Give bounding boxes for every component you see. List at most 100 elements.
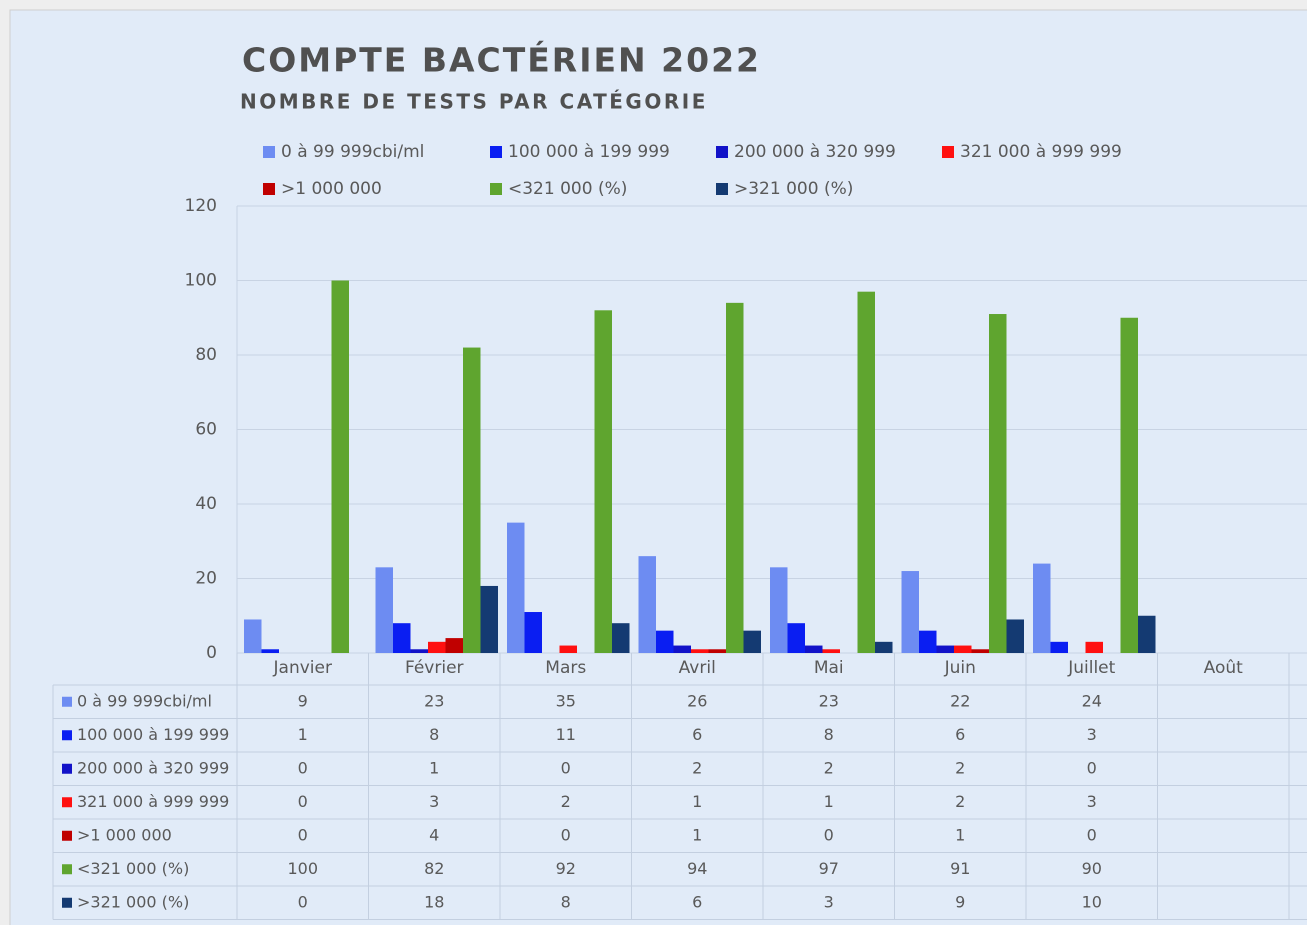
bar [919, 630, 937, 653]
bar [673, 645, 691, 653]
table-cell: 6 [955, 725, 965, 744]
bar [1050, 641, 1068, 653]
bar [875, 641, 893, 653]
table-cell: 11 [556, 725, 576, 744]
bar [480, 585, 498, 653]
table-row-label: <321 000 (%) [77, 859, 189, 878]
table-cell: 1 [429, 758, 439, 777]
bar [393, 623, 411, 653]
bar [507, 522, 525, 653]
table-cell: 3 [1087, 792, 1097, 811]
table-cell: 18 [424, 892, 444, 911]
y-tick-label: 20 [195, 569, 217, 589]
table-cell: 0 [298, 825, 308, 844]
table-cell: 6 [692, 892, 702, 911]
table-cell: 23 [819, 691, 839, 710]
bar [805, 645, 823, 653]
table-cell: 90 [1082, 859, 1102, 878]
table-cell: 4 [429, 825, 439, 844]
x-tick-label: Avril [679, 658, 716, 678]
table-cell: 97 [819, 859, 839, 878]
legend-key [490, 146, 502, 158]
table-row-label: 0 à 99 999cbi/ml [77, 691, 212, 710]
table-cell: 2 [955, 758, 965, 777]
table-cell: 22 [950, 691, 970, 710]
table-legend-key [62, 897, 72, 908]
bar [971, 649, 989, 653]
legend-bg [240, 130, 1145, 204]
bar [1120, 317, 1138, 653]
bar [445, 638, 463, 653]
bar [559, 645, 577, 653]
table-legend-key [62, 830, 72, 841]
table-cell: 3 [429, 792, 439, 811]
table-cell: 2 [824, 758, 834, 777]
y-tick-label: 80 [195, 345, 217, 365]
table-row-label: 321 000 à 999 999 [77, 792, 229, 811]
table-legend-key [62, 763, 72, 774]
chart-subtitle: NOMBRE DE TESTS PAR CATÉGORIE [240, 90, 708, 114]
table-cell: 8 [824, 725, 834, 744]
table-cell: 23 [424, 691, 444, 710]
bar [901, 571, 919, 653]
table-legend-key [62, 864, 72, 875]
bar [594, 310, 612, 653]
legend-key [716, 146, 728, 158]
table-cell: 91 [950, 859, 970, 878]
table-cell: 82 [424, 859, 444, 878]
table-cell: 0 [561, 825, 571, 844]
table-cell: 92 [556, 859, 576, 878]
table-cell: 2 [561, 792, 571, 811]
legend-key [263, 183, 275, 195]
legend-key [490, 183, 502, 195]
bar [638, 556, 656, 653]
legend-label: >321 000 (%) [734, 179, 853, 199]
table-row-label: >1 000 000 [77, 825, 172, 844]
table-cell: 3 [1087, 725, 1097, 744]
table-cell: 9 [298, 691, 308, 710]
bar [1085, 641, 1103, 653]
table-cell: 8 [561, 892, 571, 911]
table-cell: 1 [298, 725, 308, 744]
table-cell: 1 [692, 825, 702, 844]
bar [463, 347, 481, 653]
bar [244, 619, 262, 653]
table-cell: 0 [1087, 758, 1097, 777]
bar [708, 649, 726, 653]
table-row-label: >321 000 (%) [77, 892, 189, 911]
bar [375, 567, 393, 653]
bar [261, 649, 279, 653]
x-tick-label: Août [1204, 658, 1244, 678]
table-cell: 0 [298, 758, 308, 777]
bar [612, 623, 630, 653]
bar [331, 280, 349, 653]
legend-key [942, 146, 954, 158]
table-cell: 24 [1082, 691, 1102, 710]
x-tick-label: Janvier [273, 658, 332, 678]
legend-label: >1 000 000 [281, 179, 382, 199]
bar [1138, 615, 1156, 653]
table-cell: 100 [287, 859, 318, 878]
table-legend-key [62, 797, 72, 808]
x-tick-label: Mars [545, 658, 586, 678]
table-cell: 9 [955, 892, 965, 911]
bar [1033, 563, 1051, 653]
table-legend-key [62, 696, 72, 707]
y-tick-label: 120 [185, 196, 217, 216]
table-cell: 0 [1087, 825, 1097, 844]
legend-key [263, 146, 275, 158]
legend-label: 321 000 à 999 999 [960, 142, 1122, 162]
table-row-label: 200 000 à 320 999 [77, 758, 229, 777]
x-tick-label: Juillet [1067, 658, 1115, 678]
table-cell: 35 [556, 691, 576, 710]
bar [787, 623, 805, 653]
bar [1006, 619, 1024, 653]
table-cell: 2 [692, 758, 702, 777]
chart-title: COMPTE BACTÉRIEN 2022 [242, 40, 761, 80]
table-legend-key [62, 730, 72, 741]
table-cell: 1 [692, 792, 702, 811]
bar [743, 630, 761, 653]
table-cell: 0 [824, 825, 834, 844]
table-cell: 10 [1082, 892, 1102, 911]
bar [822, 649, 840, 653]
